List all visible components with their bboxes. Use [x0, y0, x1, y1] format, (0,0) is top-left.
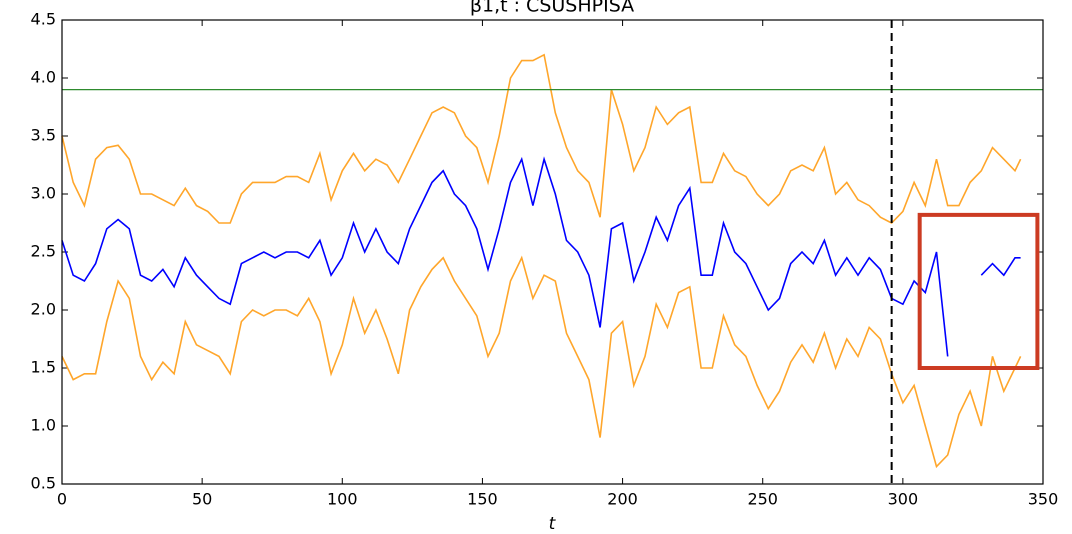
y-tick-label: 2.0	[31, 300, 56, 319]
x-axis-label: t	[549, 514, 557, 530]
y-tick-label: 3.0	[31, 184, 56, 203]
y-tick-label: 0.5	[31, 474, 56, 493]
x-tick-label: 350	[1028, 490, 1059, 509]
x-tick-label: 100	[327, 490, 358, 509]
x-tick-label: 250	[747, 490, 778, 509]
y-tick-label: 4.0	[31, 68, 56, 87]
series-line	[61, 53, 1022, 224]
x-tick-label: 150	[467, 490, 498, 509]
plot-frame	[61, 19, 1044, 485]
x-tick-label: 50	[192, 490, 212, 509]
series-line	[61, 255, 1022, 469]
y-tick-label: 1.5	[31, 358, 56, 377]
y-tick-label: 2.5	[31, 242, 56, 261]
highlight-box	[917, 212, 1040, 370]
x-tick-label: 300	[888, 490, 919, 509]
y-tick-label: 1.0	[31, 416, 56, 435]
series-line	[61, 156, 1021, 357]
x-tick-label: 0	[57, 490, 67, 509]
y-tick-label: 4.5	[31, 10, 56, 29]
y-tick-label: 3.5	[31, 126, 56, 145]
chart-title: β1,t : CSUSHPISA	[470, 0, 634, 17]
x-tick-label: 200	[607, 490, 638, 509]
